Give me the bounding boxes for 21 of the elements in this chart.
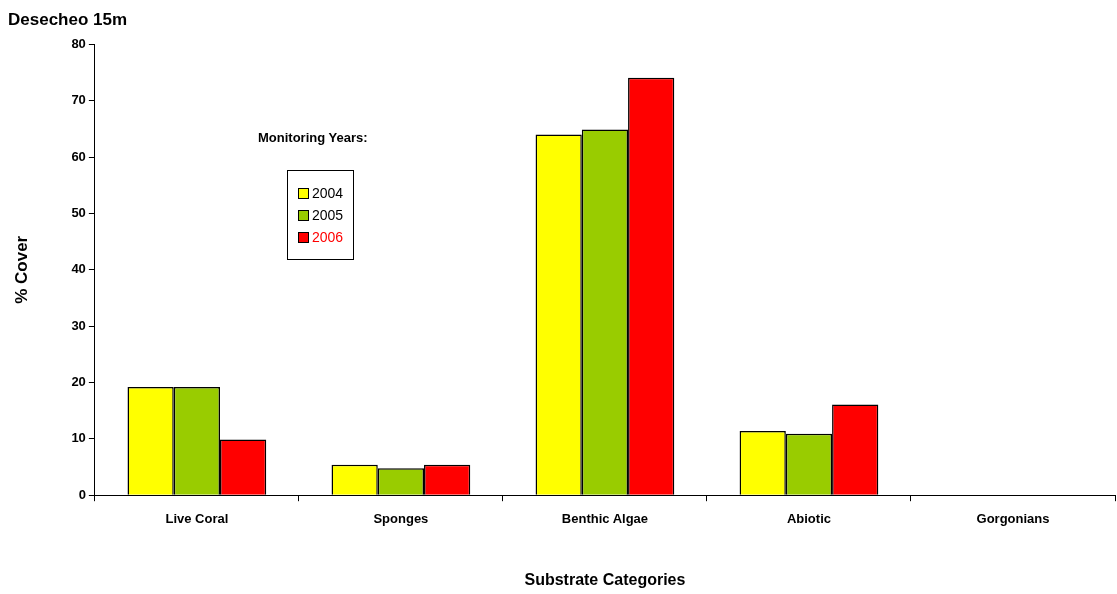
x-tick-label: Gorgonians (976, 510, 1050, 526)
y-tick-label: 50 (71, 205, 86, 221)
y-tick-label: 80 (71, 35, 86, 51)
x-tick-label: Benthic Algae (561, 510, 649, 526)
y-tick-label: 20 (71, 374, 86, 390)
legend-label: 2006 (312, 229, 344, 245)
x-tick-label: Sponges (373, 510, 429, 526)
x-tick-label: Live Coral (165, 510, 229, 526)
y-tick-label: 30 (71, 317, 86, 333)
legend-label: 2005 (312, 207, 344, 223)
y-tick-label: 70 (71, 92, 86, 108)
y-tick-label: 10 (71, 430, 86, 446)
legend-label: 2004 (312, 185, 344, 201)
chart-title: Desecheo 15m (8, 9, 128, 29)
y-tick-label: 60 (71, 148, 86, 164)
y-axis-title: % Cover (11, 235, 31, 304)
y-tick-label: 0 (78, 486, 86, 502)
legend-title: Monitoring Years: (258, 130, 368, 145)
x-axis-title: Substrate Categories (524, 570, 686, 588)
x-tick-label: Abiotic (786, 510, 831, 526)
y-tick-label: 40 (71, 261, 86, 277)
